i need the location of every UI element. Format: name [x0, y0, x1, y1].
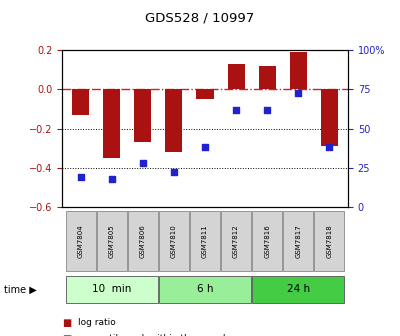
Bar	[159, 211, 189, 271]
Bar	[283, 211, 313, 271]
Bar	[97, 211, 127, 271]
Point	[171, 170, 177, 175]
Point	[295, 90, 302, 95]
Bar	[72, 89, 89, 115]
Text: percentile rank within the sample: percentile rank within the sample	[78, 334, 231, 336]
Text: GSM7805: GSM7805	[109, 224, 115, 258]
Point	[233, 107, 239, 113]
Bar	[190, 211, 220, 271]
Bar	[321, 89, 338, 146]
Text: GSM7806: GSM7806	[140, 224, 146, 258]
Point	[264, 107, 270, 113]
Text: ■: ■	[62, 334, 71, 336]
Text: time ▶: time ▶	[4, 284, 37, 294]
Point	[326, 144, 332, 150]
Bar	[128, 211, 158, 271]
Bar	[165, 89, 182, 152]
Bar	[252, 211, 282, 271]
Text: GSM7812: GSM7812	[233, 224, 239, 258]
Text: 10  min: 10 min	[92, 284, 132, 294]
Text: GDS528 / 10997: GDS528 / 10997	[145, 12, 255, 25]
Bar	[103, 89, 120, 158]
Bar	[134, 89, 151, 142]
Bar	[290, 52, 307, 89]
Bar	[228, 64, 245, 89]
Text: 6 h: 6 h	[197, 284, 213, 294]
Bar	[196, 89, 214, 99]
Point	[78, 174, 84, 180]
Point	[108, 176, 115, 181]
Point	[140, 160, 146, 166]
Bar	[314, 211, 344, 271]
Text: GSM7818: GSM7818	[326, 224, 332, 258]
Text: ■: ■	[62, 318, 71, 328]
Text: GSM7811: GSM7811	[202, 224, 208, 258]
Text: 24 h: 24 h	[287, 284, 310, 294]
Point	[202, 144, 208, 150]
Bar	[159, 276, 251, 303]
Text: GSM7817: GSM7817	[295, 224, 301, 258]
Bar	[66, 211, 96, 271]
Text: GSM7816: GSM7816	[264, 224, 270, 258]
Bar	[66, 276, 158, 303]
Text: log ratio: log ratio	[78, 318, 116, 327]
Text: GSM7810: GSM7810	[171, 224, 177, 258]
Bar	[252, 276, 344, 303]
Text: GSM7804: GSM7804	[78, 224, 84, 258]
Bar	[221, 211, 251, 271]
Bar	[259, 66, 276, 89]
